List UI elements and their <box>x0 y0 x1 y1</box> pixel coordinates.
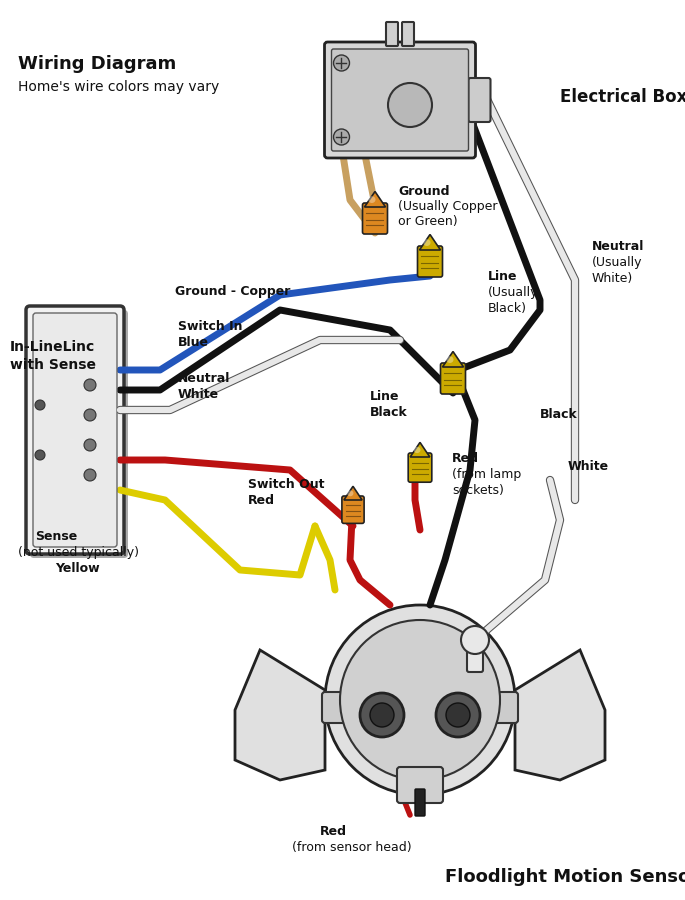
Circle shape <box>461 626 489 654</box>
Text: Sense: Sense <box>35 530 77 543</box>
Text: Yellow: Yellow <box>55 562 99 575</box>
Text: (from sensor head): (from sensor head) <box>292 841 412 854</box>
Ellipse shape <box>368 196 375 203</box>
Circle shape <box>334 129 349 145</box>
Text: or Green): or Green) <box>398 215 458 228</box>
Circle shape <box>436 693 480 737</box>
Text: Electrical Box: Electrical Box <box>560 88 685 106</box>
Text: Line: Line <box>488 270 517 283</box>
FancyBboxPatch shape <box>462 692 518 723</box>
Text: Black: Black <box>540 408 577 421</box>
FancyBboxPatch shape <box>322 692 378 723</box>
FancyBboxPatch shape <box>362 203 388 234</box>
FancyBboxPatch shape <box>33 313 117 547</box>
Polygon shape <box>443 352 464 367</box>
Circle shape <box>370 703 394 727</box>
Text: (Usually: (Usually <box>488 286 538 299</box>
Circle shape <box>340 620 500 780</box>
Polygon shape <box>410 443 429 457</box>
Text: White): White) <box>592 272 633 285</box>
FancyBboxPatch shape <box>440 363 466 394</box>
Text: Switch Out: Switch Out <box>248 478 325 491</box>
Text: Home's wire colors may vary: Home's wire colors may vary <box>18 80 219 94</box>
Circle shape <box>334 55 349 71</box>
Ellipse shape <box>347 491 353 496</box>
Text: Red: Red <box>452 452 479 465</box>
FancyBboxPatch shape <box>417 246 443 277</box>
Circle shape <box>84 469 96 481</box>
Text: Blue: Blue <box>178 336 209 349</box>
Circle shape <box>388 83 432 127</box>
FancyBboxPatch shape <box>397 767 443 803</box>
Polygon shape <box>344 486 362 500</box>
Ellipse shape <box>446 356 453 363</box>
Circle shape <box>35 450 45 460</box>
Text: Neutral: Neutral <box>592 240 645 253</box>
FancyBboxPatch shape <box>469 78 490 122</box>
Polygon shape <box>235 650 325 780</box>
Circle shape <box>360 693 404 737</box>
Text: White: White <box>568 460 609 473</box>
FancyBboxPatch shape <box>325 42 475 158</box>
Polygon shape <box>419 235 440 250</box>
Text: (Usually Copper: (Usually Copper <box>398 200 497 213</box>
Circle shape <box>446 703 470 727</box>
Text: sockets): sockets) <box>452 484 504 497</box>
Text: Switch In: Switch In <box>178 320 242 333</box>
FancyBboxPatch shape <box>415 789 425 816</box>
Text: Ground - Copper: Ground - Copper <box>175 285 290 298</box>
Ellipse shape <box>414 446 421 453</box>
Text: with Sense: with Sense <box>10 358 96 372</box>
Text: Line: Line <box>370 390 399 403</box>
Text: Black): Black) <box>488 302 527 315</box>
Text: (from lamp: (from lamp <box>452 468 521 481</box>
FancyBboxPatch shape <box>467 648 483 672</box>
Circle shape <box>84 379 96 391</box>
Circle shape <box>84 409 96 421</box>
Circle shape <box>35 400 45 410</box>
FancyBboxPatch shape <box>30 310 128 558</box>
Text: Wiring Diagram: Wiring Diagram <box>18 55 176 73</box>
Text: (not used typically): (not used typically) <box>18 546 139 559</box>
Text: Black: Black <box>370 406 408 419</box>
Text: Floodlight Motion Sensor: Floodlight Motion Sensor <box>445 868 685 886</box>
FancyBboxPatch shape <box>342 496 364 524</box>
FancyBboxPatch shape <box>26 306 124 554</box>
Text: In-LineLinc: In-LineLinc <box>10 340 95 354</box>
Text: Neutral: Neutral <box>178 372 230 385</box>
Ellipse shape <box>423 239 431 246</box>
Circle shape <box>325 605 515 795</box>
FancyBboxPatch shape <box>408 453 432 482</box>
Text: Ground: Ground <box>398 185 449 198</box>
Polygon shape <box>364 192 386 207</box>
Text: (Usually: (Usually <box>592 256 643 269</box>
Text: Red: Red <box>248 494 275 507</box>
FancyBboxPatch shape <box>332 49 469 151</box>
FancyBboxPatch shape <box>402 22 414 46</box>
Polygon shape <box>515 650 605 780</box>
FancyBboxPatch shape <box>386 22 398 46</box>
Circle shape <box>84 439 96 451</box>
Text: White: White <box>178 388 219 401</box>
Text: Red: Red <box>320 825 347 838</box>
